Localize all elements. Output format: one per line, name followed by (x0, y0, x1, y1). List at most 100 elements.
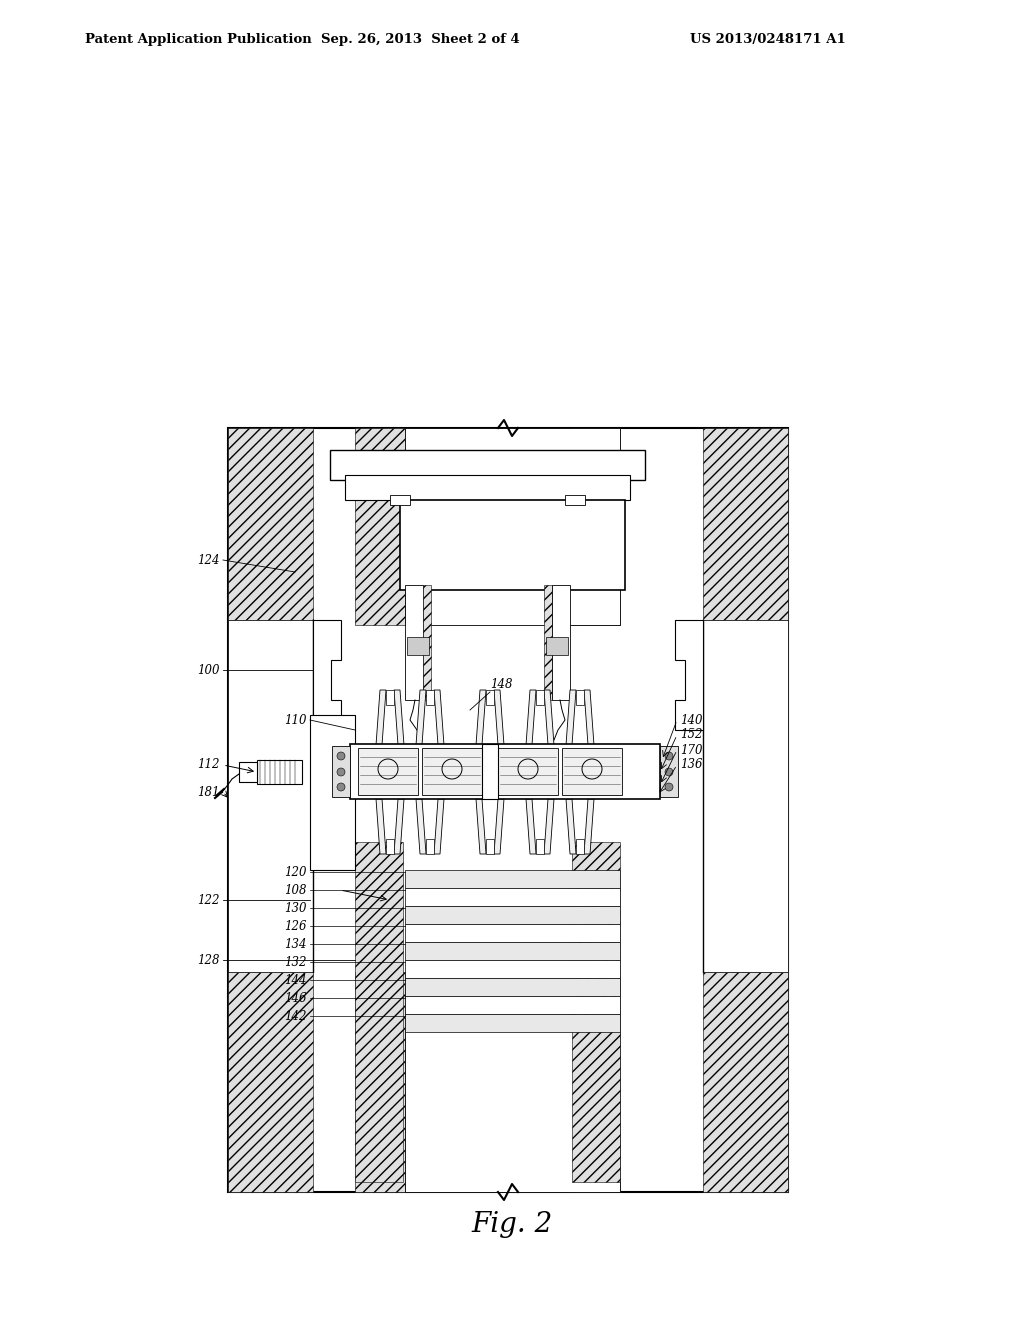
Polygon shape (675, 620, 703, 730)
Bar (406, 960, 620, 978)
Bar (257, 760, 302, 784)
Bar (570, 428, 620, 624)
Bar (536, 690, 544, 705)
Text: 130: 130 (285, 902, 307, 915)
Bar (575, 690, 584, 705)
Text: 128: 128 (198, 953, 220, 966)
Bar (228, 428, 788, 1192)
Bar (406, 1014, 620, 1032)
Bar (406, 924, 620, 942)
Bar (239, 762, 257, 781)
Bar (660, 746, 678, 797)
Bar (355, 842, 403, 1181)
Polygon shape (566, 690, 575, 744)
Bar (703, 972, 788, 1192)
Bar (332, 746, 350, 797)
Bar (546, 638, 568, 655)
Bar (572, 842, 620, 1181)
Text: 146: 146 (285, 991, 307, 1005)
Text: 134: 134 (285, 937, 307, 950)
Text: 120: 120 (285, 866, 307, 879)
Polygon shape (526, 799, 536, 854)
Bar (423, 585, 431, 700)
Text: 152: 152 (680, 729, 702, 742)
Text: 110: 110 (285, 714, 307, 726)
Bar (406, 906, 620, 924)
Bar (562, 748, 622, 795)
Polygon shape (476, 799, 486, 854)
Text: 140: 140 (680, 714, 702, 726)
Text: 112: 112 (198, 759, 220, 771)
Text: 144: 144 (285, 974, 307, 986)
Text: 148: 148 (490, 678, 512, 692)
Bar (400, 500, 625, 590)
Circle shape (665, 783, 673, 791)
Text: Sep. 26, 2013  Sheet 2 of 4: Sep. 26, 2013 Sheet 2 of 4 (321, 33, 519, 46)
Text: US 2013/0248171 A1: US 2013/0248171 A1 (690, 33, 846, 46)
Bar (407, 638, 429, 655)
Polygon shape (584, 690, 594, 744)
Circle shape (665, 768, 673, 776)
Bar (345, 475, 630, 500)
Bar (565, 495, 585, 506)
Bar (486, 690, 494, 705)
Bar (355, 972, 406, 1192)
Bar (386, 690, 394, 705)
Text: 170: 170 (680, 743, 702, 756)
Bar (350, 744, 660, 799)
Polygon shape (394, 799, 404, 854)
Bar (426, 690, 434, 705)
Text: 108: 108 (285, 883, 307, 896)
Polygon shape (494, 690, 504, 744)
Polygon shape (394, 690, 404, 744)
Polygon shape (544, 690, 554, 744)
Bar (406, 997, 620, 1014)
Bar (406, 978, 620, 997)
Bar (422, 748, 482, 795)
Text: Fig. 2: Fig. 2 (471, 1212, 553, 1238)
Polygon shape (416, 799, 426, 854)
Bar (426, 840, 434, 854)
Bar (544, 585, 552, 700)
Polygon shape (476, 690, 486, 744)
Circle shape (337, 783, 345, 791)
Bar (482, 744, 498, 799)
Text: Patent Application Publication: Patent Application Publication (85, 33, 311, 46)
Text: 132: 132 (285, 956, 307, 969)
Polygon shape (584, 799, 594, 854)
Text: 136: 136 (680, 759, 702, 771)
Bar (390, 495, 410, 506)
Polygon shape (376, 799, 386, 854)
Bar (330, 450, 645, 480)
Text: 181: 181 (198, 785, 220, 799)
Bar (536, 840, 544, 854)
Bar (386, 840, 394, 854)
Polygon shape (526, 690, 536, 744)
Bar (406, 942, 620, 960)
Bar (498, 748, 558, 795)
Bar (703, 428, 788, 620)
Polygon shape (376, 690, 386, 744)
Bar (355, 428, 406, 624)
Polygon shape (434, 799, 444, 854)
Circle shape (337, 752, 345, 760)
Bar (228, 428, 313, 620)
Bar (575, 840, 584, 854)
Text: 100: 100 (198, 664, 220, 676)
Text: 122: 122 (198, 894, 220, 907)
Bar (406, 972, 620, 1192)
Polygon shape (416, 690, 426, 744)
Bar (228, 972, 313, 1192)
Text: 124: 124 (198, 553, 220, 566)
Bar (570, 972, 620, 1192)
Polygon shape (494, 799, 504, 854)
Bar (406, 870, 620, 888)
Bar (406, 585, 423, 700)
Polygon shape (566, 799, 575, 854)
Polygon shape (544, 799, 554, 854)
Text: 142: 142 (285, 1010, 307, 1023)
Circle shape (337, 768, 345, 776)
Bar (486, 840, 494, 854)
Polygon shape (434, 690, 444, 744)
Bar (406, 888, 620, 906)
